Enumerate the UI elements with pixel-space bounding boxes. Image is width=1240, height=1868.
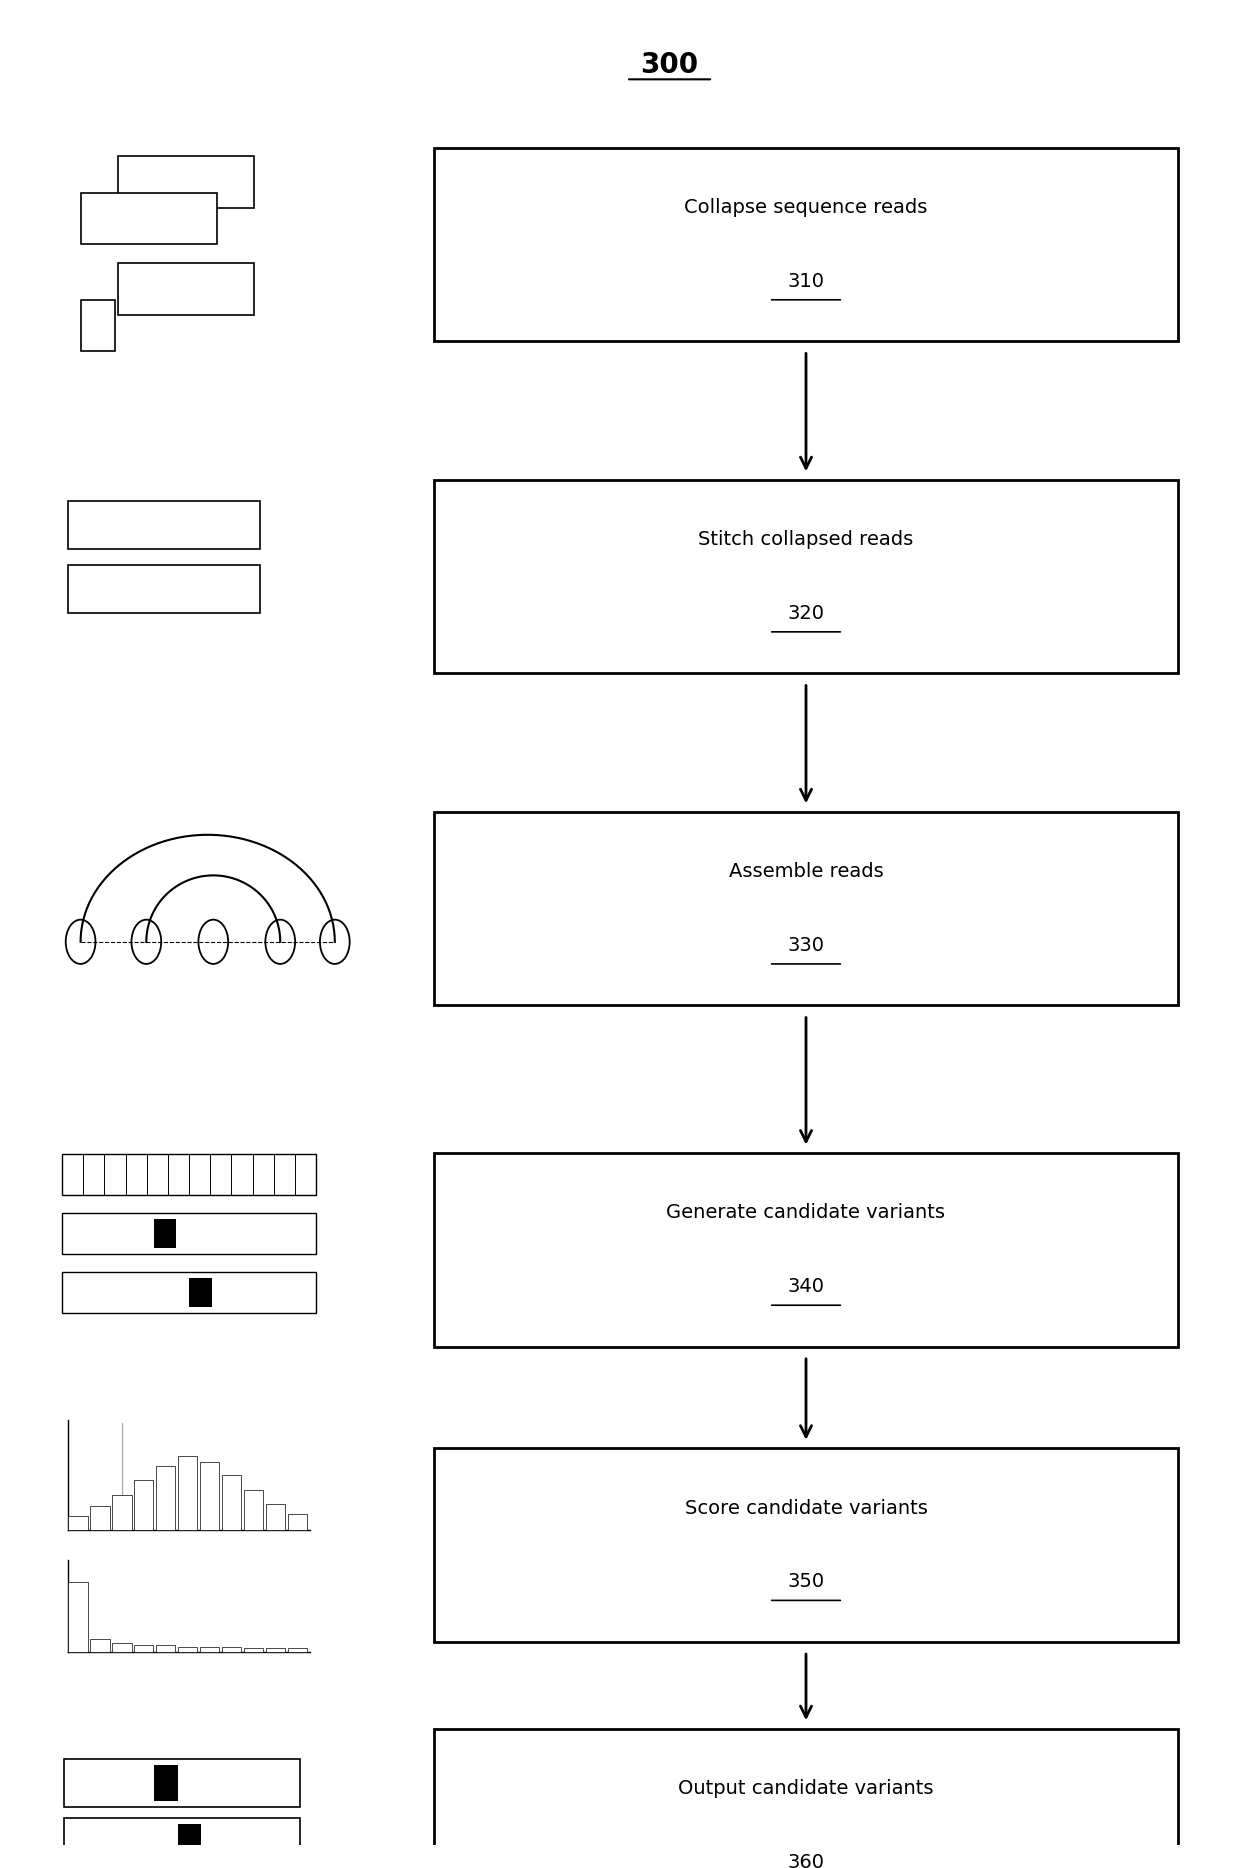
Text: Collapse sequence reads: Collapse sequence reads [684,198,928,217]
Bar [267,1648,285,1651]
Bar [434,480,1178,672]
Text: FIG. 3: FIG. 3 [625,1784,714,1814]
Bar [288,1648,308,1651]
Bar [222,1476,242,1530]
Bar [200,1463,219,1530]
Bar [222,1646,242,1651]
Bar [68,566,260,613]
Bar [68,1515,88,1530]
Bar [434,1448,1178,1642]
Text: Generate candidate variants: Generate candidate variants [666,1203,945,1222]
Bar [434,1153,1178,1347]
Text: Stitch collapsed reads: Stitch collapsed reads [698,531,914,549]
Text: 340: 340 [787,1278,825,1296]
Bar [91,1638,109,1651]
Bar [81,192,217,245]
Bar [134,1644,154,1651]
Text: 320: 320 [787,603,825,622]
Bar [179,1457,197,1530]
Text: Score candidate variants: Score candidate variants [684,1498,928,1517]
Bar [188,1278,212,1308]
Bar [62,1272,316,1313]
Bar [64,1818,300,1866]
Text: 300: 300 [641,50,698,78]
Bar [134,1481,154,1530]
Text: 350: 350 [787,1573,825,1592]
Text: Output candidate variants: Output candidate variants [678,1778,934,1799]
Bar [177,1823,201,1861]
Bar [118,263,254,314]
Bar [112,1642,131,1651]
Bar [62,1154,316,1194]
Bar [68,1582,88,1651]
Bar [68,501,260,549]
Bar [156,1466,176,1530]
Bar [112,1494,131,1530]
Bar [154,1765,177,1801]
Bar [244,1489,263,1530]
Bar [64,1760,300,1806]
Text: Assemble reads: Assemble reads [729,863,883,882]
Bar [156,1644,176,1651]
Bar [434,1728,1178,1868]
Bar [434,148,1178,342]
Bar [81,299,115,351]
Bar [118,155,254,207]
Text: 310: 310 [787,273,825,291]
Bar [62,1212,316,1253]
Bar [434,813,1178,1005]
Bar [179,1646,197,1651]
Bar [91,1506,109,1530]
Bar [244,1648,263,1651]
Text: 360: 360 [787,1853,825,1868]
Bar [154,1218,176,1248]
Bar [200,1646,219,1651]
Bar [267,1504,285,1530]
Text: 330: 330 [787,936,825,955]
Bar [288,1513,308,1530]
